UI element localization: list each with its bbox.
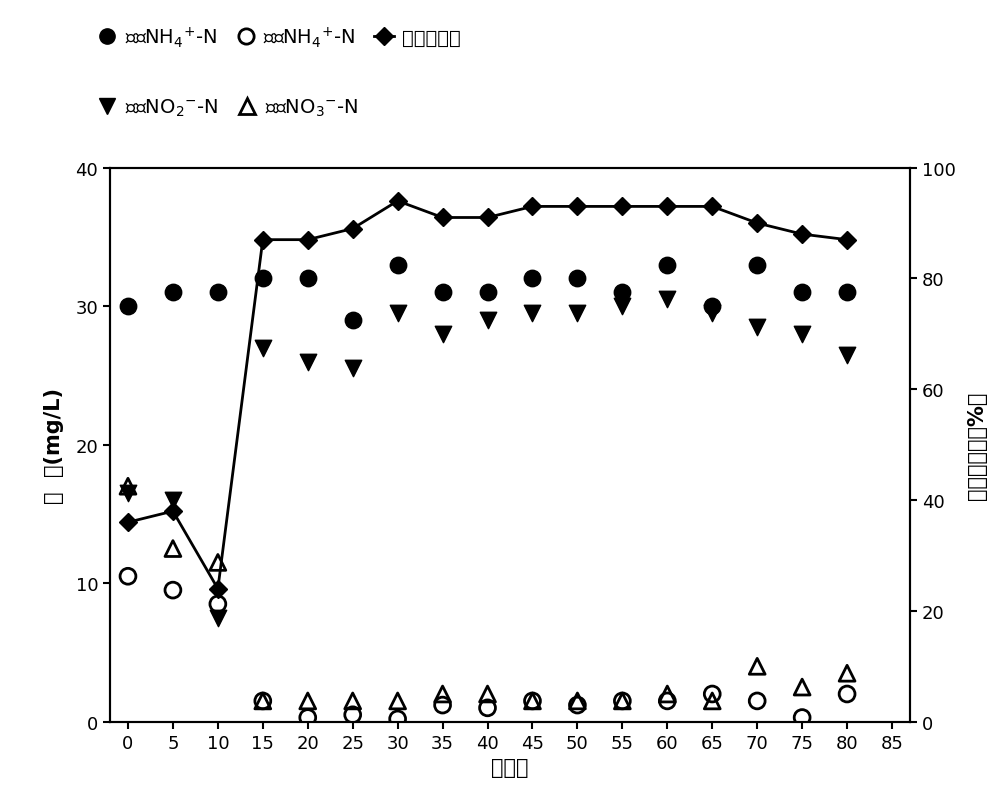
Point (120, 570, 136, 583)
Point (255, 695, 271, 707)
Point (794, 328, 810, 341)
Point (569, 307, 585, 320)
Point (839, 286, 855, 299)
Point (480, 314, 496, 327)
Point (614, 301, 630, 314)
Point (704, 695, 720, 707)
Point (210, 612, 226, 625)
Y-axis label: 亚疄积累率（%）: 亚疄积累率（%） (967, 391, 987, 499)
Point (120, 480, 136, 493)
Point (704, 307, 720, 320)
Point (345, 708, 361, 721)
Point (659, 259, 675, 272)
Point (390, 307, 406, 320)
Point (480, 286, 496, 299)
Point (300, 711, 316, 724)
Legend: 进水NH$_{4}$$^{+}$-N, 出水NH$_{4}$$^{+}$-N, 亚疄积累率: 进水NH$_{4}$$^{+}$-N, 出水NH$_{4}$$^{+}$-N, … (90, 18, 468, 58)
Point (839, 667, 855, 680)
Point (659, 695, 675, 707)
Point (524, 695, 540, 707)
Point (794, 681, 810, 694)
Point (704, 301, 720, 314)
Point (614, 695, 630, 707)
Point (659, 294, 675, 306)
Y-axis label: 浓  度(mg/L): 浓 度(mg/L) (44, 387, 64, 503)
Point (704, 688, 720, 701)
Point (165, 584, 181, 597)
Point (524, 307, 540, 320)
Point (569, 695, 585, 707)
Point (345, 363, 361, 375)
Point (255, 695, 271, 707)
Point (300, 695, 316, 707)
Point (794, 286, 810, 299)
Point (839, 349, 855, 362)
Point (345, 695, 361, 707)
Point (165, 542, 181, 555)
Point (524, 273, 540, 286)
Point (659, 688, 675, 701)
Point (435, 699, 451, 711)
Point (300, 356, 316, 369)
Point (210, 286, 226, 299)
Point (390, 695, 406, 707)
Point (614, 286, 630, 299)
X-axis label: 周期数: 周期数 (491, 757, 529, 777)
Point (435, 688, 451, 701)
Point (614, 695, 630, 707)
Point (749, 695, 765, 707)
Point (435, 286, 451, 299)
Point (435, 328, 451, 341)
Point (749, 259, 765, 272)
Point (480, 688, 496, 701)
Point (794, 711, 810, 724)
Point (569, 273, 585, 286)
Point (210, 557, 226, 569)
Point (120, 301, 136, 314)
Point (255, 342, 271, 354)
Point (210, 597, 226, 610)
Point (120, 487, 136, 500)
Point (839, 688, 855, 701)
Point (165, 286, 181, 299)
Point (165, 494, 181, 507)
Point (255, 273, 271, 286)
Point (749, 321, 765, 334)
Point (300, 273, 316, 286)
Point (390, 259, 406, 272)
Point (480, 702, 496, 715)
Point (524, 695, 540, 707)
Point (569, 699, 585, 711)
Legend: 出水NO$_{2}$$^{-}$-N, 出水NO$_{3}$$^{-}$-N: 出水NO$_{2}$$^{-}$-N, 出水NO$_{3}$$^{-}$-N (90, 90, 366, 127)
Point (390, 713, 406, 726)
Point (749, 660, 765, 673)
Point (345, 314, 361, 327)
